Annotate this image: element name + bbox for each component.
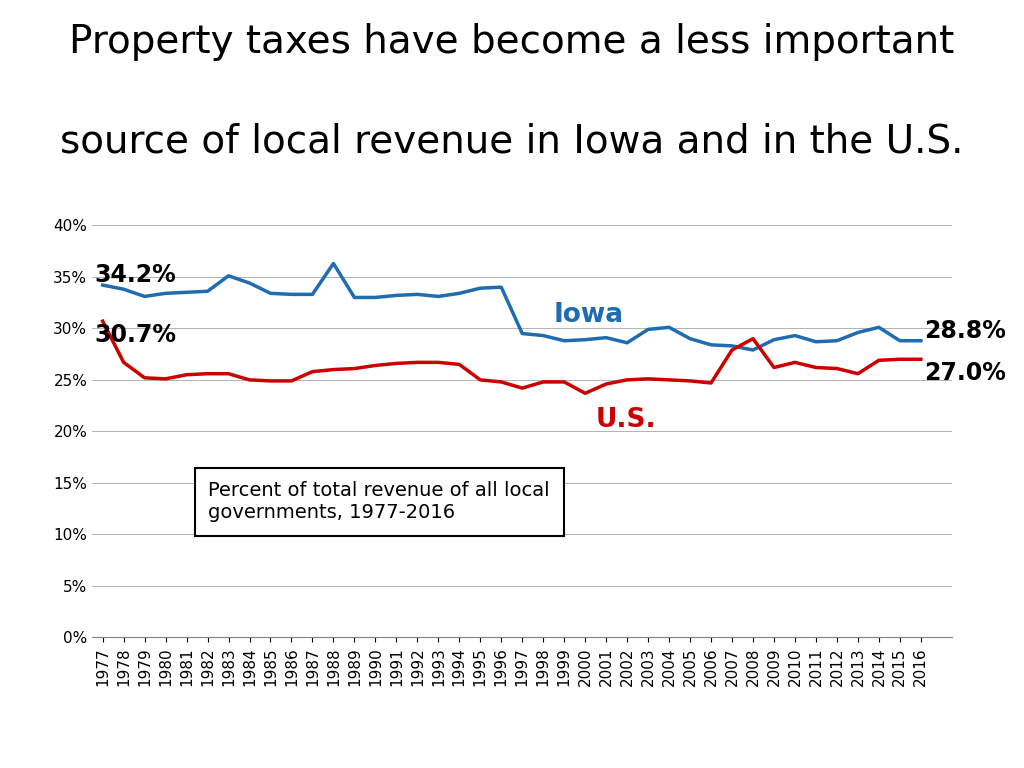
Text: source of local revenue in Iowa and in the U.S.: source of local revenue in Iowa and in t… [60,123,964,161]
Text: 28.8%: 28.8% [924,319,1006,343]
Text: Iowa: Iowa [554,302,624,328]
Text: 27.0%: 27.0% [924,361,1006,385]
Text: 30.7%: 30.7% [94,323,176,347]
Text: Property taxes have become a less important: Property taxes have become a less import… [70,23,954,61]
Text: Percent of total revenue of all local
governments, 1977-2016: Percent of total revenue of all local go… [208,481,550,522]
Text: 34.2%: 34.2% [94,263,176,287]
Text: U.S.: U.S. [596,407,656,433]
